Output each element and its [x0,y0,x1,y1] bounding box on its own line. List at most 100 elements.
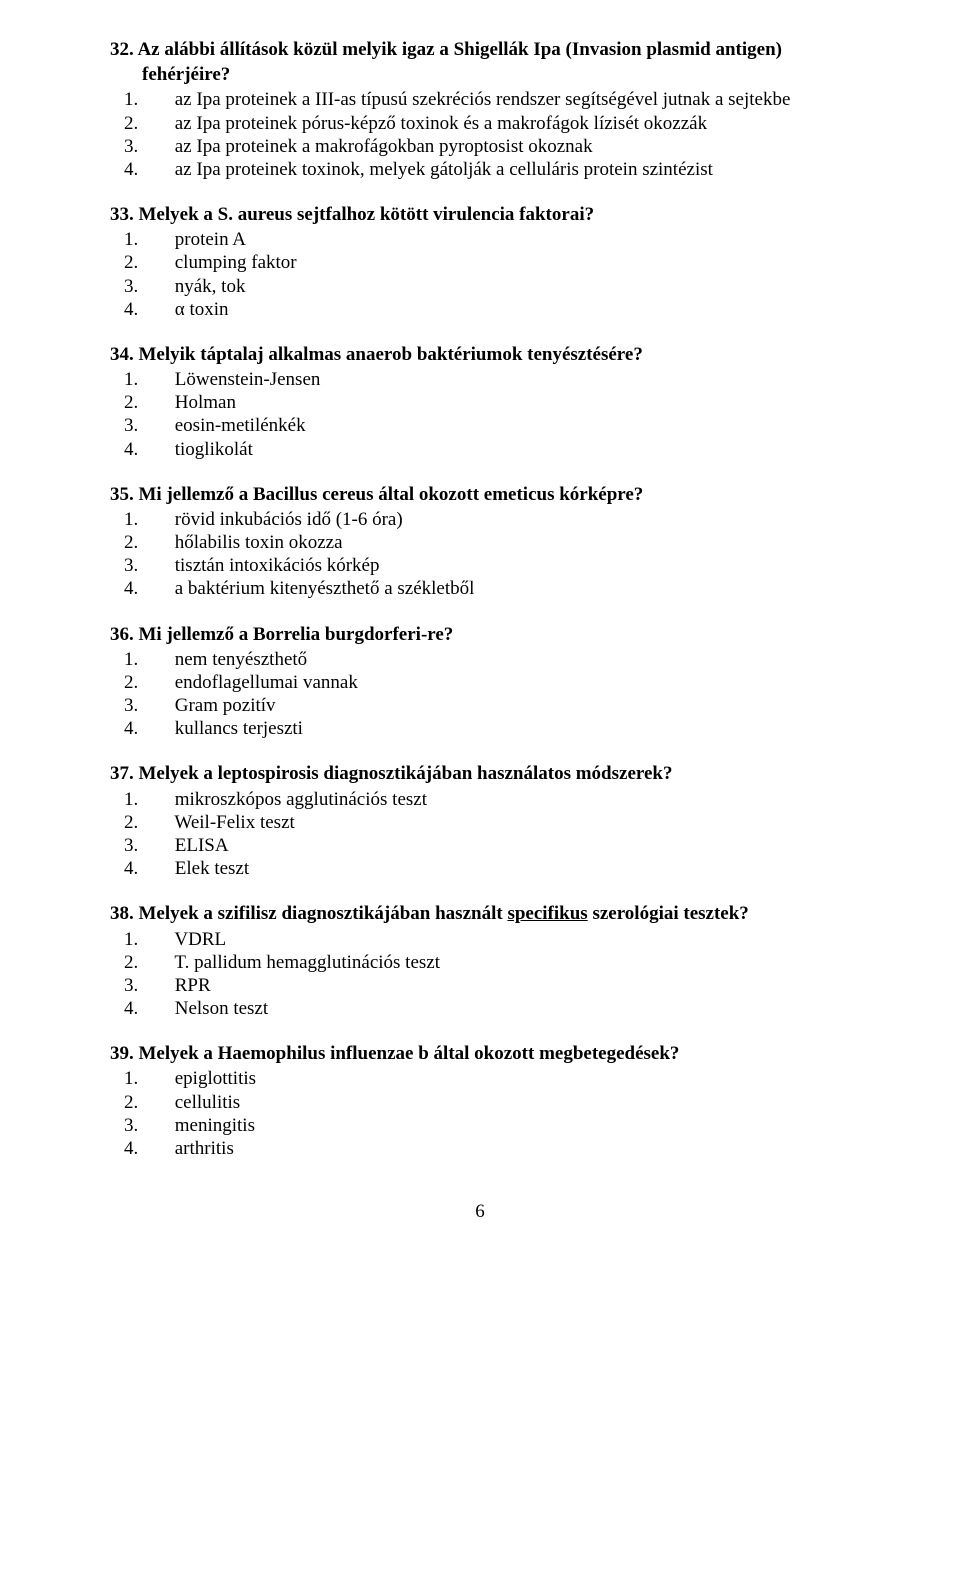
option-text: Löwenstein-Jensen [175,369,321,390]
option-text: hőlabilis toxin okozza [175,532,343,553]
question-39: 39. Melyek a Haemophilus influenzae b ál… [110,1042,850,1160]
option-number: 2. [152,531,170,554]
options-list: 1. rövid inkubációs idő (1-6 óra) 2. hől… [110,508,850,601]
option-number: 4. [152,298,170,321]
option: 1. mikroszkópos agglutinációs teszt [110,788,850,811]
option-text: az Ipa proteinek a makrofágokban pyropto… [175,136,593,157]
question-text: Melyik táptalaj alkalmas anaerob baktéri… [139,344,643,365]
option: 4. az Ipa proteinek toxinok, melyek gáto… [110,158,850,181]
question-title: 39. Melyek a Haemophilus influenzae b ál… [110,1042,850,1065]
options-list: 1. nem tenyészthető 2. endoflagellumai v… [110,648,850,741]
option-number: 2. [152,251,170,274]
option: 3. az Ipa proteinek a makrofágokban pyro… [110,135,850,158]
option: 2. cellulitis [110,1091,850,1114]
option: 2. az Ipa proteinek pórus-képző toxinok … [110,112,850,135]
question-title: 33. Melyek a S. aureus sejtfalhoz kötött… [110,203,850,226]
option-text: az Ipa proteinek pórus-képző toxinok és … [175,113,707,134]
question-37: 37. Melyek a leptospirosis diagnosztikáj… [110,762,850,880]
option: 1. protein A [110,228,850,251]
option: 3. eosin-metilénkék [110,414,850,437]
option-text: Nelson teszt [175,998,268,1019]
option-number: 3. [152,135,170,158]
question-title: 35. Mi jellemző a Bacillus cereus által … [110,483,850,506]
option-text: rövid inkubációs idő (1-6 óra) [175,509,403,530]
option: 3. RPR [110,974,850,997]
option-text: tioglikolát [175,439,253,460]
option: 1. az Ipa proteinek a III-as típusú szek… [110,88,850,111]
option: 4. α toxin [110,298,850,321]
option-number: 4. [152,997,170,1020]
option-text: Weil-Felix teszt [174,812,294,833]
option-number: 4. [152,158,170,181]
question-number: 39. [110,1043,134,1064]
question-number: 38. [110,903,134,924]
option-text: clumping faktor [175,252,297,273]
question-number: 37. [110,763,134,784]
option-text: cellulitis [175,1092,240,1113]
option: 2. clumping faktor [110,251,850,274]
option-number: 2. [152,811,170,834]
question-text: Melyek a leptospirosis diagnosztikájában… [139,763,673,784]
option: 4. kullancs terjeszti [110,717,850,740]
question-text: Mi jellemző a Borrelia burgdorferi-re? [139,624,454,645]
question-number: 32. [110,39,134,60]
option-text: T. pallidum hemagglutinációs teszt [174,952,440,973]
option-number: 2. [152,671,170,694]
question-title: 37. Melyek a leptospirosis diagnosztikáj… [110,762,850,785]
question-text: Mi jellemző a Bacillus cereus által okoz… [139,484,644,505]
option-text: az Ipa proteinek a III-as típusú szekréc… [175,89,791,110]
option-number: 4. [152,577,170,600]
option-text: meningitis [175,1115,255,1136]
option: 4. tioglikolát [110,438,850,461]
question-38: 38. Melyek a szifilisz diagnosztikájában… [110,902,850,1020]
option-text: az Ipa proteinek toxinok, melyek gátoljá… [175,159,713,180]
option: 2. T. pallidum hemagglutinációs teszt [110,951,850,974]
question-32: 32. Az alábbi állítások közül melyik iga… [110,38,850,181]
option-text: Holman [175,392,236,413]
option-number: 4. [152,438,170,461]
option-number: 3. [152,834,170,857]
option-text: ELISA [175,835,229,856]
question-title: 38. Melyek a szifilisz diagnosztikájában… [110,902,850,925]
option-text: Elek teszt [175,858,249,879]
question-text-after: szerológiai tesztek? [588,903,749,924]
option: 2. Holman [110,391,850,414]
question-number: 33. [110,204,134,225]
option: 1. Löwenstein-Jensen [110,368,850,391]
option-text: nem tenyészthető [175,649,307,670]
option-text: tisztán intoxikációs kórkép [175,555,380,576]
question-title: 32. Az alábbi állítások közül melyik iga… [110,38,850,61]
option-number: 3. [152,554,170,577]
option-number: 3. [152,275,170,298]
option: 4. Elek teszt [110,857,850,880]
option-number: 1. [152,928,170,951]
option-text: Gram pozitív [175,695,276,716]
option-text: nyák, tok [175,276,246,297]
option-number: 2. [152,1091,170,1114]
question-text: Melyek a Haemophilus influenzae b által … [139,1043,680,1064]
question-title: 34. Melyik táptalaj alkalmas anaerob bak… [110,343,850,366]
option-text: mikroszkópos agglutinációs teszt [175,789,427,810]
option-number: 2. [152,391,170,414]
question-text-underlined: specifikus [507,903,587,924]
option-number: 4. [152,857,170,880]
option: 2. endoflagellumai vannak [110,671,850,694]
question-text-line-2: fehérjéire? [110,63,850,86]
option-number: 4. [152,717,170,740]
option-text: VDRL [174,929,226,950]
question-text-before: Melyek a szifilisz diagnosztikájában has… [139,903,508,924]
options-list: 1. mikroszkópos agglutinációs teszt 2. W… [110,788,850,881]
option-text: arthritis [175,1138,234,1159]
option-text: epiglottitis [175,1068,256,1089]
option-text: kullancs terjeszti [175,718,303,739]
question-35: 35. Mi jellemző a Bacillus cereus által … [110,483,850,601]
option-number: 1. [152,368,170,391]
option: 2. Weil-Felix teszt [110,811,850,834]
question-33: 33. Melyek a S. aureus sejtfalhoz kötött… [110,203,850,321]
option-number: 2. [152,112,170,135]
option-number: 1. [152,508,170,531]
option-text: eosin-metilénkék [175,415,306,436]
question-number: 36. [110,624,134,645]
page-number: 6 [110,1200,850,1223]
option-number: 3. [152,1114,170,1137]
